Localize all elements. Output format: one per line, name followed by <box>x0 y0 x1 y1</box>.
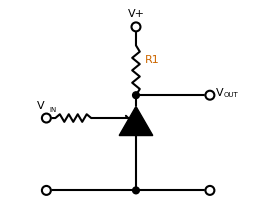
Circle shape <box>205 91 214 100</box>
Circle shape <box>205 186 214 195</box>
Circle shape <box>133 187 139 194</box>
Text: V: V <box>37 101 45 111</box>
Polygon shape <box>119 106 153 136</box>
Circle shape <box>42 186 51 195</box>
Text: OUT: OUT <box>223 92 238 98</box>
Circle shape <box>132 22 140 31</box>
Text: IN: IN <box>49 107 56 113</box>
Text: V: V <box>216 88 224 97</box>
Circle shape <box>133 92 139 99</box>
Text: R1: R1 <box>144 56 159 65</box>
Text: V+: V+ <box>128 9 144 19</box>
Circle shape <box>42 114 51 123</box>
